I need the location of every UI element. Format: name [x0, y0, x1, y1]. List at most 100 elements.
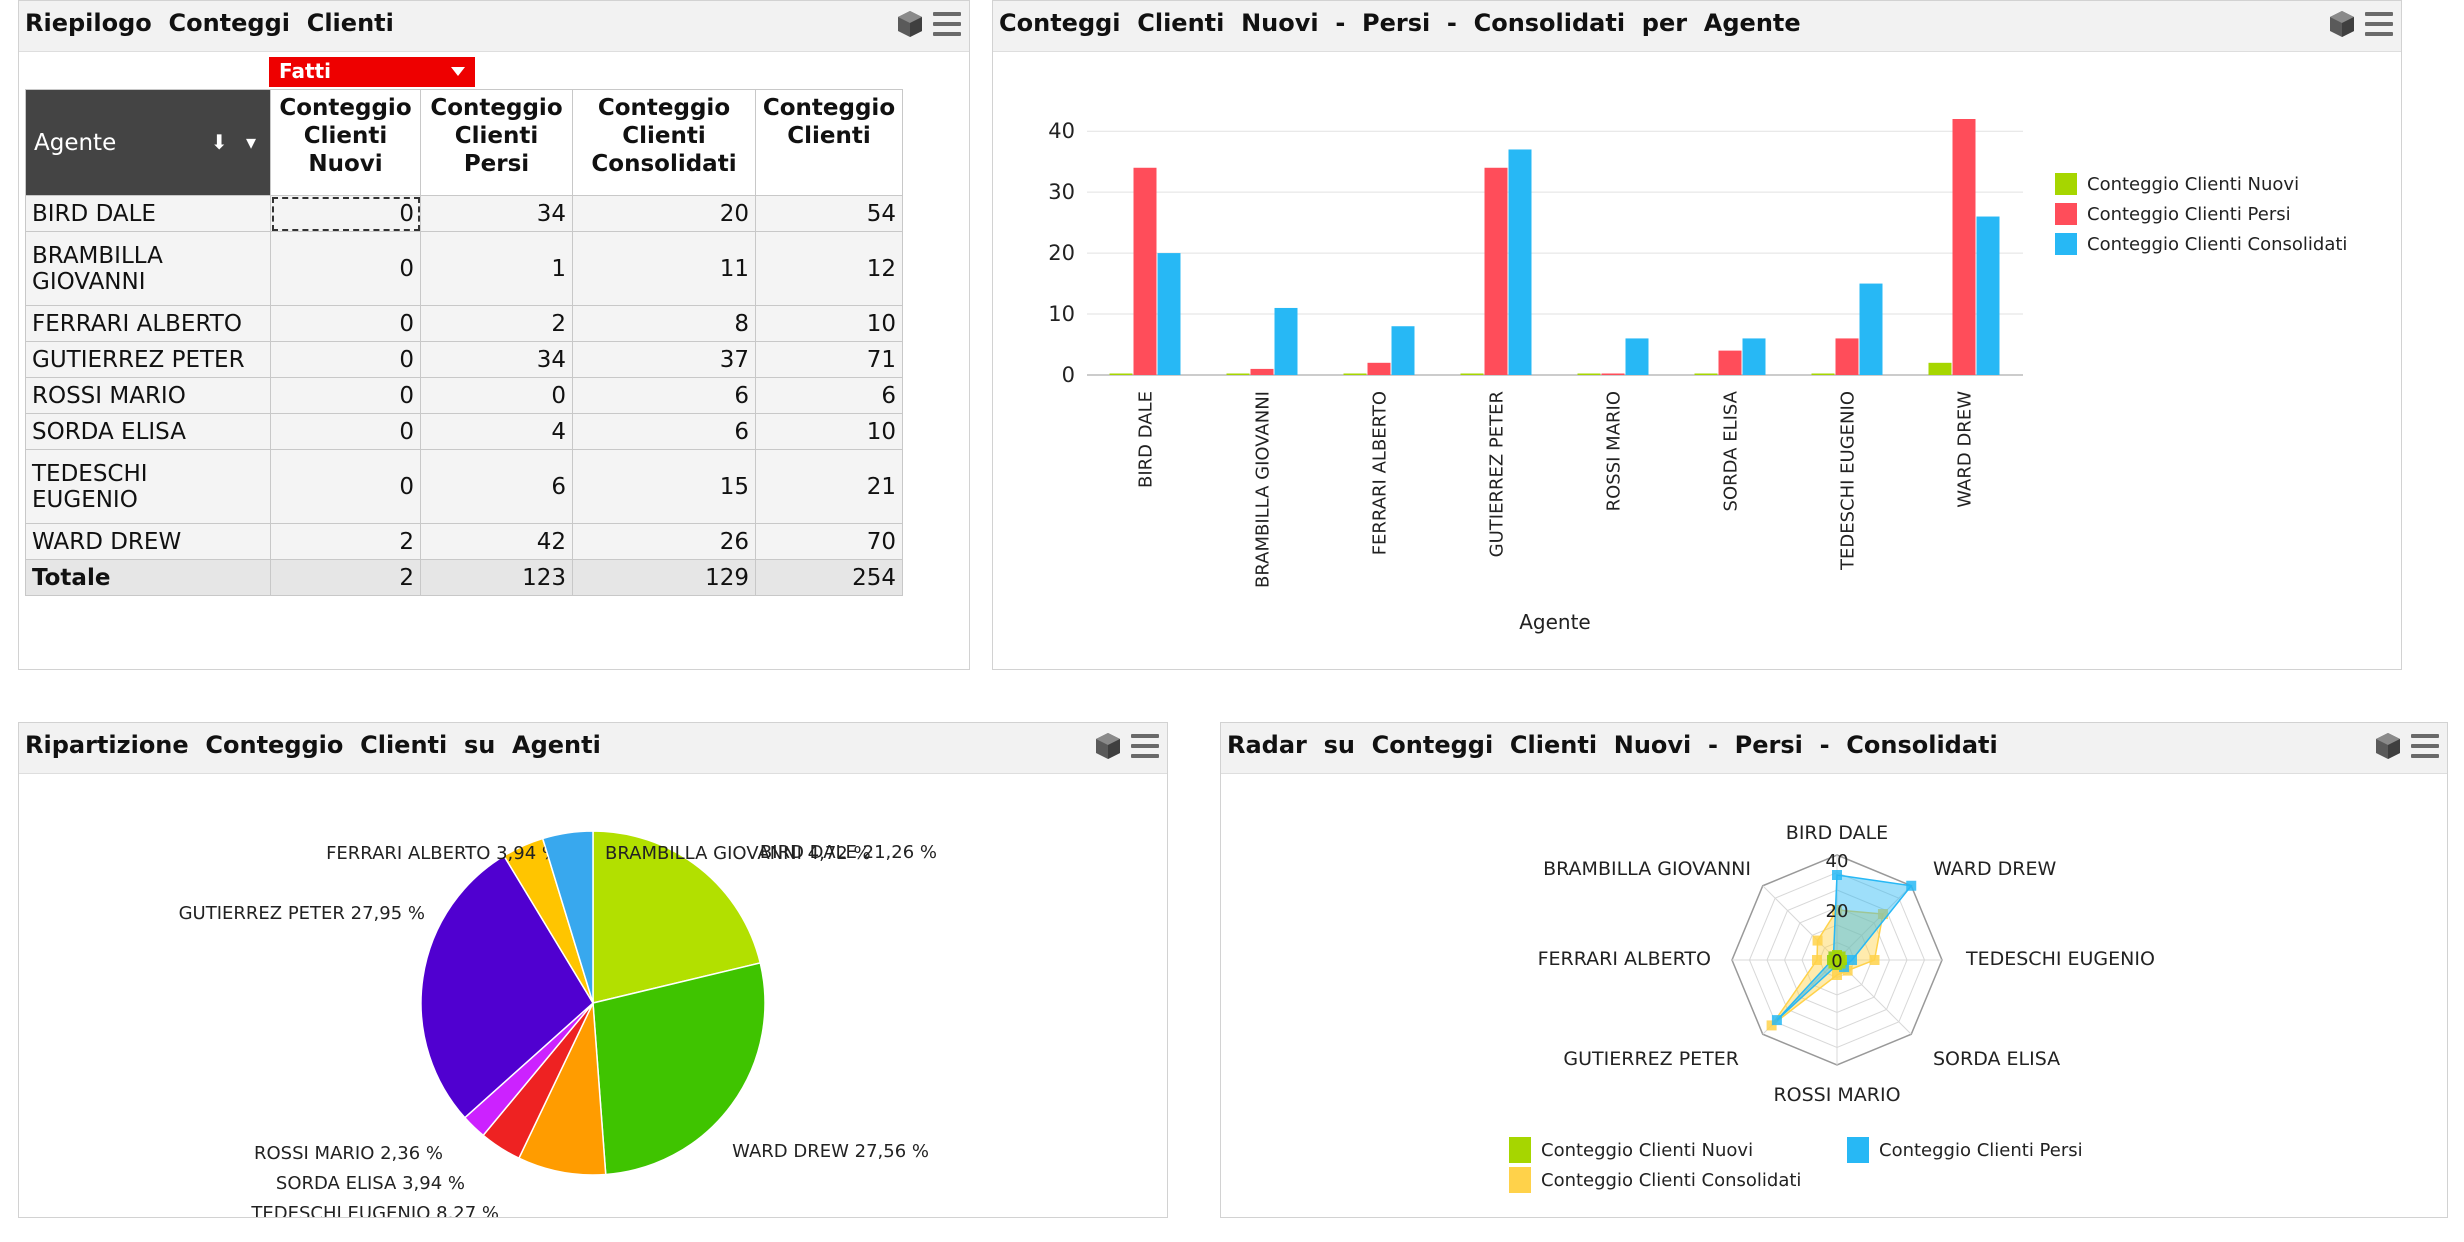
legend-swatch — [2055, 233, 2077, 255]
table-row: SORDA ELISA 0 4 6 10 — [25, 413, 903, 450]
radar-point — [1906, 880, 1917, 891]
radar-point — [1766, 1020, 1777, 1031]
cube-icon[interactable] — [1095, 732, 1121, 760]
bar — [1952, 119, 1976, 375]
table-row: GUTIERREZ PETER 0 34 37 71 — [25, 341, 903, 378]
value-cell[interactable]: 54 — [755, 195, 903, 232]
value-cell[interactable]: 26 — [572, 523, 756, 560]
agent-name-cell[interactable]: FERRARI ALBERTO — [25, 305, 271, 342]
agent-name-cell[interactable]: WARD DREW — [25, 523, 271, 560]
agent-name-cell[interactable]: BIRD DALE — [25, 195, 271, 232]
total-label: Totale — [25, 559, 271, 596]
agent-name-cell[interactable]: TEDESCHI EUGENIO — [25, 449, 271, 524]
pie-label: GUTIERREZ PETER 27,95 % — [179, 903, 425, 924]
bar — [1577, 373, 1601, 375]
radar-point — [1771, 1015, 1782, 1026]
value-cell[interactable]: 0 — [270, 341, 421, 378]
legend-swatch — [2055, 173, 2077, 195]
agent-name-cell[interactable]: SORDA ELISA — [25, 413, 271, 450]
value-cell[interactable]: 10 — [755, 413, 903, 450]
agent-name-cell[interactable]: BRAMBILLA GIOVANNI — [25, 231, 271, 306]
column-header-clienti[interactable]: Conteggio Clienti — [755, 89, 903, 196]
value-cell[interactable]: 6 — [572, 377, 756, 414]
cube-icon[interactable] — [2329, 10, 2355, 38]
y-tick-label: 40 — [1048, 119, 1075, 143]
bar — [1460, 373, 1484, 375]
x-tick-label: GUTIERREZ PETER — [1487, 391, 1508, 557]
total-value-cell[interactable]: 2 — [270, 559, 421, 596]
value-cell[interactable]: 34 — [420, 341, 573, 378]
total-value-cell[interactable]: 123 — [420, 559, 573, 596]
pie-chart: BIRD DALE 21,26 % WARD DREW 27,56 % TEDESC… — [179, 830, 937, 1217]
total-value-cell[interactable]: 129 — [572, 559, 756, 596]
value-cell[interactable]: 0 — [270, 231, 421, 306]
value-cell[interactable]: 70 — [755, 523, 903, 560]
value-cell[interactable]: 6 — [572, 413, 756, 450]
radar-tick-label: 40 — [1826, 851, 1849, 872]
menu-icon[interactable] — [2411, 734, 2439, 758]
x-tick-label: ROSSI MARIO — [1604, 391, 1625, 511]
value-cell[interactable]: 0 — [270, 449, 421, 524]
radar-point — [1812, 955, 1822, 965]
bar — [1343, 373, 1367, 375]
value-cell[interactable]: 0 — [420, 377, 573, 414]
value-cell[interactable]: 71 — [755, 341, 903, 378]
agent-name-cell[interactable]: ROSSI MARIO — [25, 377, 271, 414]
value-cell[interactable]: 34 — [420, 195, 573, 232]
menu-icon[interactable] — [933, 12, 961, 36]
radar-chart: 0 20 40 BIRD DALE WARD DREW TEDESCHI EUGENIO S… — [1509, 822, 2155, 1193]
chevron-down-icon — [451, 67, 465, 76]
x-tick-label: TEDESCHI EUGENIO — [1838, 391, 1859, 571]
value-cell[interactable]: 0 — [270, 413, 421, 450]
column-header-persi[interactable]: Conteggio Clienti Persi — [420, 89, 573, 196]
summary-panel-title: Riepilogo Conteggi Clienti — [25, 9, 394, 37]
agent-name-cell[interactable]: GUTIERREZ PETER — [25, 341, 271, 378]
radar-point — [1832, 905, 1842, 915]
value-cell[interactable]: 0 — [270, 195, 421, 232]
x-tick-label: WARD DREW — [1955, 391, 1976, 508]
pie-slice — [517, 1000, 607, 1176]
pie-label: SORDA ELISA 3,94 % — [276, 1173, 465, 1194]
legend-label: Conteggio Clienti Nuovi — [1541, 1140, 1753, 1161]
sort-icon[interactable]: ⬇ ▾ — [210, 130, 262, 154]
pie-chart-panel-title: Ripartizione Conteggio Clienti su Agenti — [25, 731, 601, 759]
cube-icon[interactable] — [2375, 732, 2401, 760]
bar — [1109, 373, 1133, 375]
radar-axis-label: SORDA ELISA — [1933, 1048, 2060, 1070]
agent-column-header[interactable]: Agente ⬇ ▾ — [25, 89, 271, 196]
cube-icon[interactable] — [897, 10, 923, 38]
menu-icon[interactable] — [2365, 12, 2393, 36]
value-cell[interactable]: 21 — [755, 449, 903, 524]
column-header-nuovi[interactable]: Conteggio Clienti Nuovi — [270, 89, 421, 196]
value-cell[interactable]: 1 — [420, 231, 573, 306]
value-cell[interactable]: 15 — [572, 449, 756, 524]
pie-chart-panel-header: Ripartizione Conteggio Clienti su Agenti — [19, 723, 1167, 774]
fatti-filter-dropdown[interactable]: Fatti — [269, 57, 475, 87]
bar — [1274, 307, 1298, 375]
value-cell[interactable]: 0 — [270, 305, 421, 342]
total-value-cell[interactable]: 254 — [755, 559, 903, 596]
value-cell[interactable]: 4 — [420, 413, 573, 450]
bar — [1367, 362, 1391, 375]
value-cell[interactable]: 2 — [270, 523, 421, 560]
pie-label: FERRARI ALBERTO 3,94 % — [326, 843, 559, 864]
value-cell[interactable]: 42 — [420, 523, 573, 560]
value-cell[interactable]: 20 — [572, 195, 756, 232]
x-tick-label: SORDA ELISA — [1721, 390, 1742, 511]
legend-label: Conteggio Clienti Consolidati — [2087, 234, 2347, 255]
value-cell[interactable]: 12 — [755, 231, 903, 306]
value-cell[interactable]: 2 — [420, 305, 573, 342]
value-cell[interactable]: 8 — [572, 305, 756, 342]
menu-icon[interactable] — [1131, 734, 1159, 758]
pie-label: ROSSI MARIO 2,36 % — [254, 1143, 443, 1164]
value-cell[interactable]: 0 — [270, 377, 421, 414]
column-header-consolidati[interactable]: Conteggio Clienti Consolidati — [572, 89, 756, 196]
bar-chart-panel-header: Conteggi Clienti Nuovi - Persi - Consoli… — [993, 1, 2401, 52]
value-cell[interactable]: 10 — [755, 305, 903, 342]
value-cell[interactable]: 11 — [572, 231, 756, 306]
value-cell[interactable]: 6 — [755, 377, 903, 414]
y-tick-label: 30 — [1048, 180, 1075, 204]
radar-tick-label: 20 — [1826, 901, 1849, 922]
value-cell[interactable]: 37 — [572, 341, 756, 378]
value-cell[interactable]: 6 — [420, 449, 573, 524]
